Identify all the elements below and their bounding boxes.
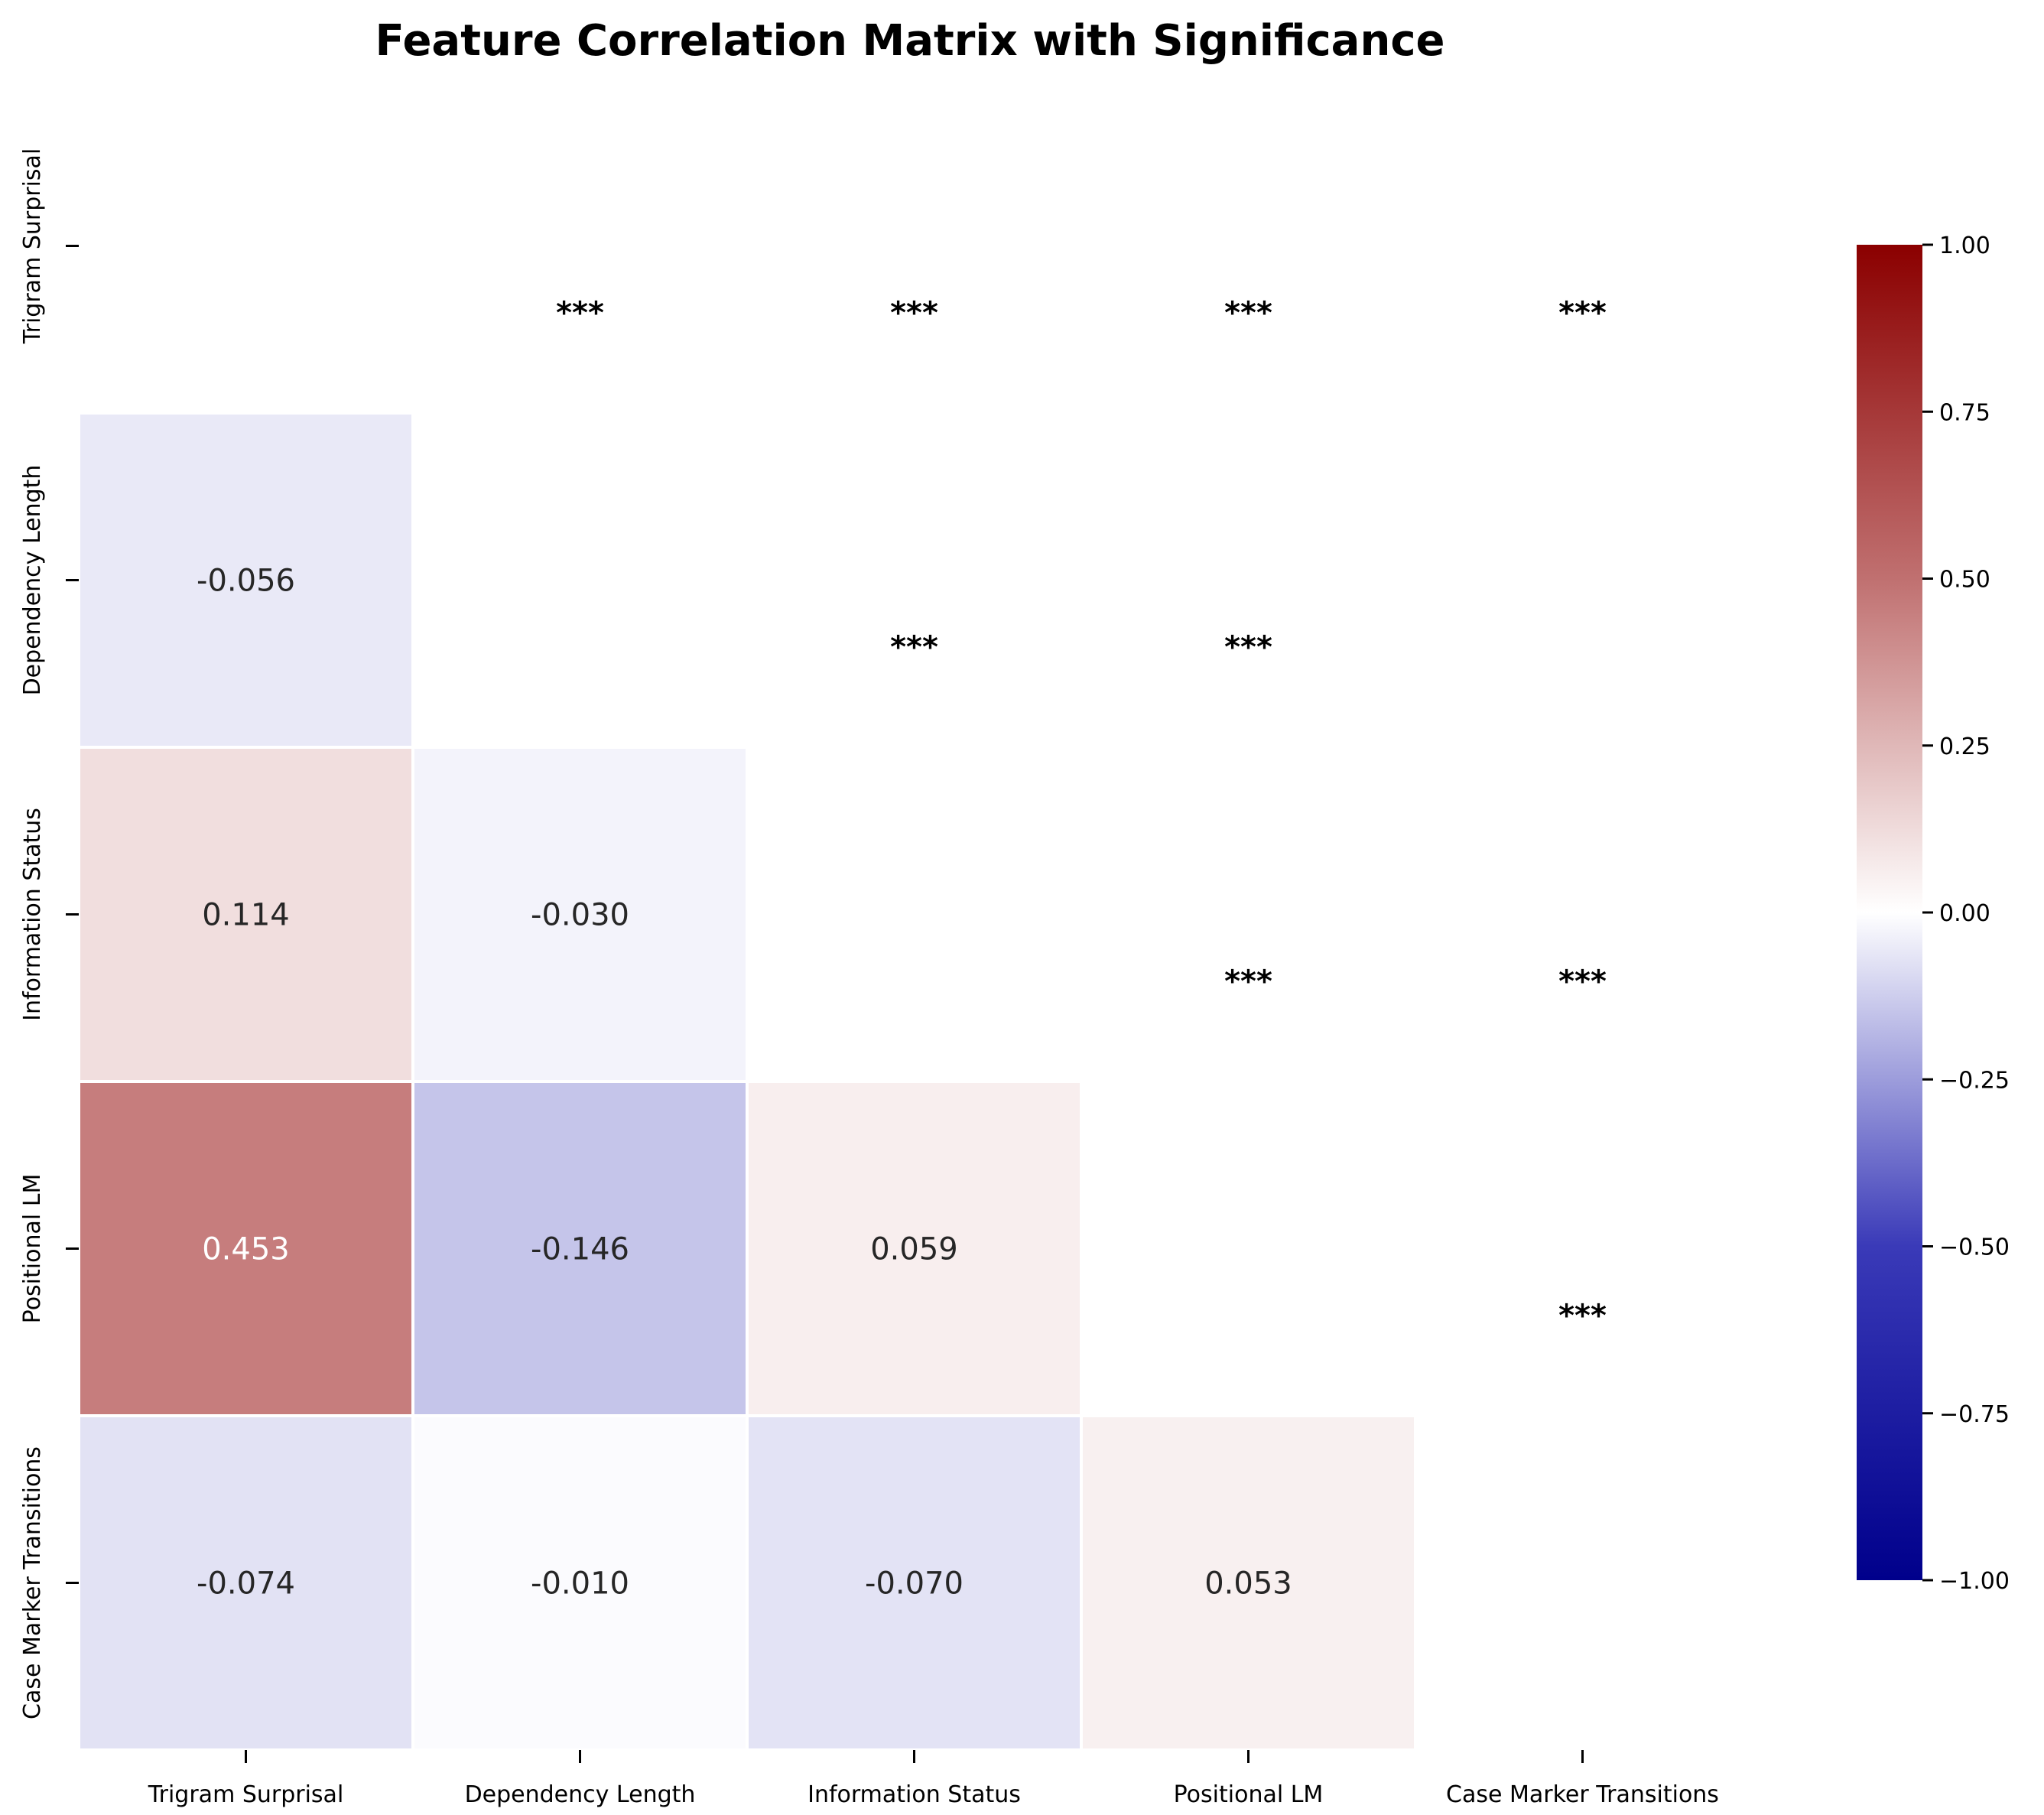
colorbar: 1.00 0.75 0.50 0.25 0.00 −0.25 −0.50 −0.75 −1.00	[1857, 233, 2010, 1595]
y-tick-label: Dependency Length	[19, 465, 46, 696]
heatmap-cells: -0.056 0.114 -0.030 0.453 -0.146 0.059 -0.074 -…	[77, 411, 1417, 1752]
heatmap-cell	[746, 1080, 1083, 1417]
cell-value-label: -0.030	[531, 898, 629, 933]
chart-title: Feature Correlation Matrix with Signific…	[375, 16, 1444, 66]
x-tick-label: Information Status	[808, 1781, 1021, 1808]
x-tick-label: Positional LM	[1174, 1781, 1324, 1808]
significance-label: ***	[890, 296, 938, 331]
cell-value-label: -0.146	[531, 1232, 629, 1267]
heatmap-cell	[77, 746, 414, 1083]
y-tick-label: Information Status	[19, 808, 46, 1021]
colorbar-tick-label: 0.25	[1939, 733, 1990, 760]
y-tick-label: Case Marker Transitions	[19, 1446, 46, 1719]
cell-value-label: 0.059	[870, 1232, 958, 1267]
colorbar-tick-label: 0.00	[1939, 900, 1990, 927]
colorbar-tick-label: −0.75	[1939, 1401, 2010, 1428]
significance-label: ***	[1558, 296, 1607, 331]
cell-value-label: 0.053	[1204, 1566, 1292, 1602]
y-tick-label: Positional LM	[19, 1174, 46, 1324]
significance-label: ***	[556, 296, 604, 331]
x-tick-label: Dependency Length	[465, 1781, 696, 1808]
x-axis: Trigram Surprisal Dependency Length Inform…	[148, 1750, 1719, 1808]
y-tick-label: Trigram Surprisal	[19, 148, 46, 345]
colorbar-tick-label: −0.50	[1939, 1234, 2010, 1261]
significance-label: ***	[1558, 1299, 1607, 1334]
heatmap-cell	[77, 1080, 414, 1417]
y-axis: Trigram Surprisal Dependency Length Inform…	[19, 148, 79, 1719]
colorbar-tick-label: 0.50	[1939, 567, 1990, 594]
heatmap-cell	[411, 1414, 749, 1752]
heatmap-cell	[77, 411, 414, 749]
colorbar-tick-label: 0.75	[1939, 399, 1990, 426]
cell-value-label: -0.070	[865, 1566, 964, 1602]
cell-value-label: -0.074	[197, 1566, 295, 1602]
colorbar-tick-label: −1.00	[1939, 1568, 2010, 1595]
significance-label: ***	[1224, 296, 1272, 331]
significance-label: ***	[1224, 630, 1272, 665]
significance-label: ***	[1224, 964, 1272, 1000]
cell-value-label: 0.453	[202, 1232, 290, 1267]
significance-markers: *** *** *** *** *** *** *** *** ***	[556, 296, 1607, 1334]
x-tick-label: Trigram Surprisal	[148, 1781, 344, 1808]
cell-value-label: -0.010	[531, 1566, 629, 1602]
significance-label: ***	[1558, 964, 1607, 1000]
heatmap-cell	[411, 746, 749, 1083]
colorbar-tick-label: 1.00	[1939, 233, 1990, 259]
cell-value-label: 0.114	[202, 898, 290, 933]
heatmap-cell	[1080, 1414, 1417, 1752]
colorbar-tick-label: −0.25	[1939, 1067, 2010, 1094]
x-tick-label: Case Marker Transitions	[1446, 1781, 1719, 1808]
significance-label: ***	[890, 630, 938, 665]
cell-value-label: -0.056	[197, 564, 295, 599]
heatmap-cell	[411, 1080, 749, 1417]
colorbar-gradient	[1857, 245, 1922, 1580]
